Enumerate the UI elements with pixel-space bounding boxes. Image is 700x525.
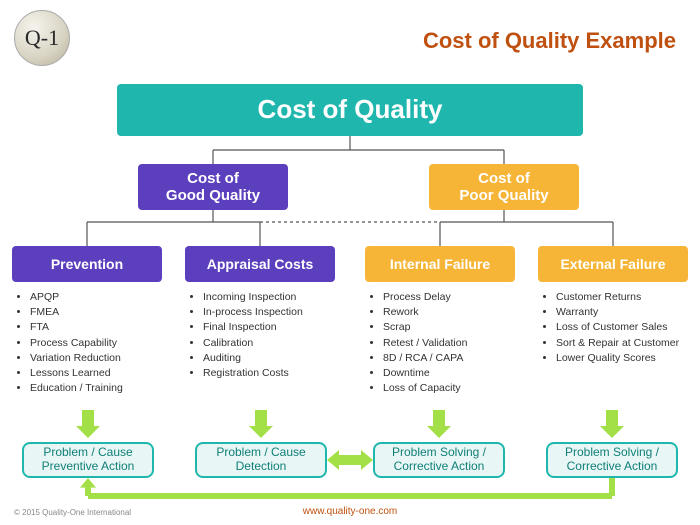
action-a1: Problem / CausePreventive Action	[22, 442, 154, 478]
action-a4: Problem Solving /Corrective Action	[546, 442, 678, 478]
node-prevention: Prevention	[12, 246, 162, 282]
items-external: Customer ReturnsWarrantyLoss of Customer…	[542, 290, 700, 366]
node-internal: Internal Failure	[365, 246, 515, 282]
arrow-down-2	[427, 410, 451, 438]
node-good: Cost ofGood Quality	[138, 164, 288, 210]
node-root: Cost of Quality	[117, 84, 583, 136]
node-external: External Failure	[538, 246, 688, 282]
node-poor: Cost ofPoor Quality	[429, 164, 579, 210]
footer-copyright: © 2015 Quality-One International	[14, 508, 131, 517]
action-a3: Problem Solving /Corrective Action	[373, 442, 505, 478]
items-internal: Process DelayReworkScrapRetest / Validat…	[369, 290, 527, 397]
arrow-down-1	[249, 410, 273, 438]
node-appraisal: Appraisal Costs	[185, 246, 335, 282]
arrow-down-3	[600, 410, 624, 438]
action-a2: Problem / CauseDetection	[195, 442, 327, 478]
arrow-h-0	[327, 450, 373, 470]
items-prevention: APQPFMEAFTAProcess CapabilityVariation R…	[16, 290, 174, 397]
items-appraisal: Incoming InspectionIn-process Inspection…	[189, 290, 347, 381]
arrow-down-0	[76, 410, 100, 438]
